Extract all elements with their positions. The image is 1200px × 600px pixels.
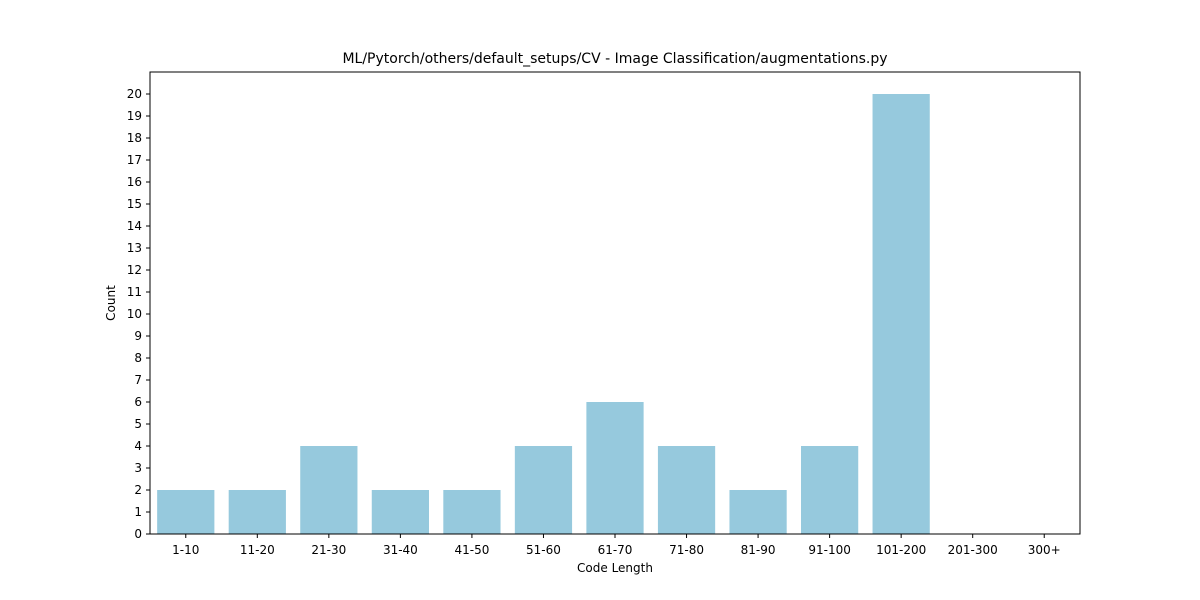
y-tick-label: 6 xyxy=(134,395,142,409)
bar-81-90 xyxy=(729,490,787,534)
plot-frame xyxy=(149,71,1081,535)
y-tick-label: 17 xyxy=(127,153,142,167)
y-tick-label: 20 xyxy=(127,87,142,101)
bar-61-70 xyxy=(586,402,644,534)
bar-71-80 xyxy=(657,446,716,534)
y-tick-label: 0 xyxy=(134,527,142,541)
x-tick-label: 11-20 xyxy=(240,543,275,557)
x-tick-label: 91-100 xyxy=(808,543,851,557)
y-tick-label: 4 xyxy=(134,439,142,453)
bar-91-100 xyxy=(801,446,859,534)
y-tick-label: 10 xyxy=(127,307,142,321)
x-tick-label: 71-80 xyxy=(669,543,704,557)
x-tick-label: 81-90 xyxy=(741,543,776,557)
x-axis-ticks: 1-10 11-20 21-30 31-40 41-50 51-60 61-70 71-80 8… xyxy=(172,534,1061,557)
x-tick-label: 31-40 xyxy=(383,543,418,557)
y-tick-label: 2 xyxy=(134,483,142,497)
y-tick-label: 15 xyxy=(127,197,142,211)
y-tick-label: 19 xyxy=(127,109,142,123)
y-tick-label: 16 xyxy=(127,175,142,189)
bar-1-10 xyxy=(157,490,215,534)
y-tick-label: 5 xyxy=(134,417,142,431)
bar-11-20 xyxy=(228,490,286,534)
x-tick-label: 101-200 xyxy=(876,543,926,557)
y-tick-label: 12 xyxy=(127,263,142,277)
x-tick-label: 300+ xyxy=(1028,543,1061,557)
bar-51-60 xyxy=(514,446,573,534)
y-tick-label: 18 xyxy=(127,131,142,145)
bar-21-30 xyxy=(300,446,358,534)
y-tick-label: 1 xyxy=(134,505,142,519)
x-tick-label: 41-50 xyxy=(454,543,489,557)
y-tick-label: 8 xyxy=(134,351,142,365)
y-tick-label: 14 xyxy=(127,219,142,233)
y-axis-label: Count xyxy=(104,285,118,321)
y-tick-label: 11 xyxy=(127,285,142,299)
y-tick-label: 9 xyxy=(134,329,142,343)
y-tick-label: 13 xyxy=(127,241,142,255)
bar-31-40 xyxy=(371,490,429,534)
x-tick-label: 21-30 xyxy=(311,543,346,557)
bar-41-50 xyxy=(443,490,501,534)
x-tick-label: 1-10 xyxy=(172,543,199,557)
bar-101-200 xyxy=(872,94,930,534)
x-axis-label: Code Length xyxy=(577,561,653,575)
x-tick-label: 61-70 xyxy=(598,543,633,557)
bars-group xyxy=(157,94,930,534)
y-tick-label: 3 xyxy=(134,461,142,475)
chart-title: ML/Pytorch/others/default_setups/CV - Im… xyxy=(342,51,887,67)
y-tick-label: 7 xyxy=(134,373,142,387)
x-tick-label: 51-60 xyxy=(526,543,561,557)
x-tick-label: 201-300 xyxy=(948,543,998,557)
